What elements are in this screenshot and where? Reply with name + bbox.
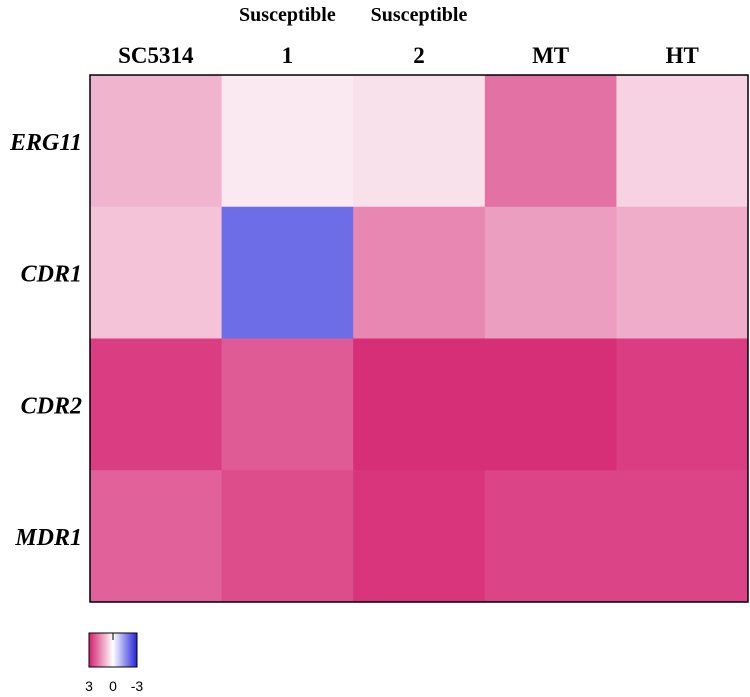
column-top-label: Susceptible <box>371 4 468 26</box>
heatmap-cell-cdr2-col5 <box>616 338 749 471</box>
heatmap-cell-cdr1-col2 <box>221 206 354 339</box>
color-legend: 3 0 -3 <box>85 632 144 694</box>
heatmap-cell-cdr2-col4 <box>484 338 617 471</box>
heatmap-border <box>89 74 749 603</box>
row-labels: ERG11 CDR1 CDR2 MDR1 <box>9 130 82 551</box>
column-top-label: Susceptible <box>239 4 336 26</box>
heatmap-cell-erg11-col5 <box>616 75 749 208</box>
heatmap-cell-cdr2-col3 <box>353 338 486 471</box>
heatmap-cell-mdr1-col2 <box>221 470 354 603</box>
heatmap-cell-erg11-col2 <box>221 75 354 208</box>
column-label: SC5314 <box>118 43 194 68</box>
heatmap-cell-mdr1-col4 <box>484 470 617 603</box>
heatmap-cell-erg11-col1 <box>90 75 223 208</box>
heatmap-cell-cdr1-col4 <box>484 206 617 339</box>
column-label: HT <box>666 43 699 68</box>
legend-tick-label: 0 <box>109 678 117 694</box>
column-labels: SC5314 Susceptible 1 Susceptible 2 MT HT <box>118 4 699 68</box>
column-label: 1 <box>282 43 294 68</box>
row-label-cdr2: CDR2 <box>21 393 82 419</box>
column-label: 2 <box>413 43 425 68</box>
heatmap-cell-mdr1-col5 <box>616 470 749 603</box>
row-label-erg11: ERG11 <box>9 130 82 156</box>
heatmap-cell-cdr2-col2 <box>221 338 354 471</box>
heatmap-cell-cdr2-col1 <box>90 338 223 471</box>
heatmap-cell-mdr1-col3 <box>353 470 486 603</box>
legend-tick-label: -3 <box>131 678 144 694</box>
heatmap-cells <box>90 75 749 603</box>
heatmap-cell-erg11-col3 <box>353 75 486 208</box>
legend-tick-label: 3 <box>85 678 93 694</box>
row-label-mdr1: MDR1 <box>14 525 82 551</box>
row-label-cdr1: CDR1 <box>21 262 82 288</box>
heatmap-cell-cdr1-col5 <box>616 206 749 339</box>
heatmap-cell-mdr1-col1 <box>90 470 223 603</box>
heatmap-cell-erg11-col4 <box>484 75 617 208</box>
heatmap-cell-cdr1-col1 <box>90 206 223 339</box>
heatmap-cell-cdr1-col3 <box>353 206 486 339</box>
column-label: MT <box>532 43 569 68</box>
